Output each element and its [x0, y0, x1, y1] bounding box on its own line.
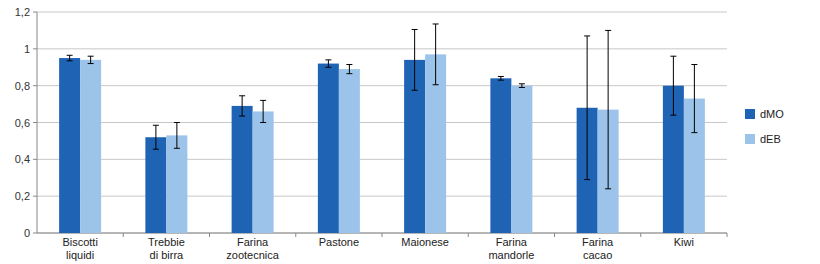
x-tick-mark: [727, 233, 728, 237]
tick-mark: [33, 159, 37, 160]
grid-line: [37, 159, 727, 160]
legend-swatch: [745, 109, 755, 119]
bar: [318, 64, 339, 233]
x-tick-label: Trebbiedi birra: [148, 236, 185, 261]
x-tick-mark: [123, 233, 124, 237]
x-tick-mark: [209, 233, 210, 237]
x-tick-mark: [640, 233, 641, 237]
y-tick-label: 1,2: [15, 6, 30, 18]
bar: [490, 78, 511, 233]
bar: [80, 60, 101, 233]
x-tick-label: Maionese: [401, 236, 449, 248]
tick-mark: [33, 48, 37, 49]
error-bar: [67, 55, 73, 61]
error-bar: [88, 56, 94, 63]
plot-area: [59, 24, 705, 233]
y-tick-label: 1: [24, 43, 30, 55]
x-tick-label: Farinazootecnica: [226, 236, 279, 261]
tick-mark: [33, 85, 37, 86]
legend-label: dEB: [760, 133, 781, 145]
grid-line: [37, 48, 727, 49]
grid-line: [37, 122, 727, 123]
tick-mark: [33, 196, 37, 197]
x-tick-mark: [382, 233, 383, 237]
error-bar: [153, 125, 159, 149]
grid-line: [37, 12, 727, 13]
error-bar: [670, 56, 676, 115]
x-tick-label: Biscottiliquidi: [62, 236, 97, 261]
tick-mark: [33, 12, 37, 13]
error-bar: [605, 30, 611, 188]
x-tick-mark: [554, 233, 555, 237]
bar: [166, 135, 187, 233]
legend-label: dMO: [760, 108, 784, 120]
grid-line: [37, 85, 727, 86]
error-bar: [346, 64, 352, 73]
bar: [145, 137, 166, 233]
tick-mark: [33, 233, 37, 234]
tick-mark: [33, 122, 37, 123]
y-tick-label: 0: [24, 227, 30, 239]
x-tick-label: Farinamandorle: [488, 236, 534, 261]
error-bar: [519, 84, 525, 88]
y-tick-label: 0,8: [15, 80, 30, 92]
y-axis: [37, 12, 38, 233]
chart: 0 0,2 0,4 0,6 0,8 1 1,2 Biscottiliquidi Trebbied…: [0, 0, 820, 264]
bar: [232, 106, 253, 233]
error-bar: [691, 64, 697, 132]
error-bar: [239, 96, 245, 116]
y-tick-label: 0,2: [15, 190, 30, 202]
error-bar: [433, 24, 439, 85]
y-tick-label: 0,6: [15, 117, 30, 129]
error-bar: [325, 60, 331, 67]
bar: [511, 86, 532, 233]
grid-line: [37, 196, 727, 197]
bar: [339, 69, 360, 233]
error-bar: [498, 76, 504, 80]
x-tick-label: Kiwi: [674, 236, 694, 248]
error-bar: [174, 123, 180, 149]
y-tick-label: 0,4: [15, 153, 30, 165]
error-bar: [584, 36, 590, 180]
legend-swatch: [745, 134, 755, 144]
bar: [253, 111, 274, 233]
x-tick-mark: [468, 233, 469, 237]
error-bar: [412, 29, 418, 90]
error-bar: [260, 100, 266, 122]
bar: [59, 58, 80, 233]
x-tick-label: Farinacacao: [582, 236, 614, 261]
x-tick-mark: [295, 233, 296, 237]
x-tick-label: Pastone: [319, 236, 359, 248]
